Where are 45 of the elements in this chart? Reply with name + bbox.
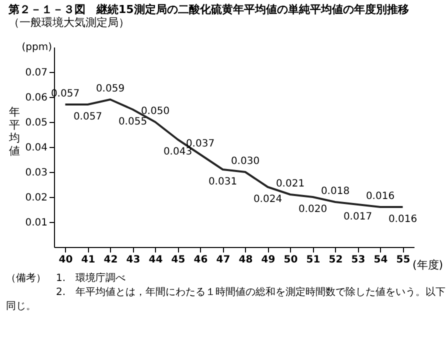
x-tick-label: 48 xyxy=(238,254,253,266)
x-tick-label: 46 xyxy=(194,254,208,266)
data-label: 0.016 xyxy=(366,191,395,202)
x-tick-label: 52 xyxy=(328,254,343,266)
data-label: 0.017 xyxy=(343,212,372,222)
y-tick-label: 0.01 xyxy=(25,218,48,228)
x-tick-label: 45 xyxy=(171,254,186,266)
data-label: 0.055 xyxy=(118,116,148,128)
y-axis-title: 年平均値 xyxy=(8,106,20,158)
x-tick-label: 44 xyxy=(148,254,163,266)
data-label: 0.057 xyxy=(73,112,102,122)
data-label: 0.031 xyxy=(208,176,238,188)
chart-subtitle: （一般環境大気測定局） xyxy=(8,16,130,29)
text: (ppm) xyxy=(22,42,52,53)
x-tick-label: 43 xyxy=(126,254,140,266)
data-label: 0.024 xyxy=(253,194,282,205)
x-tick-label: 55 xyxy=(396,254,410,266)
data-label: 0.059 xyxy=(96,84,125,94)
y-tick-label: 0.07 xyxy=(25,68,48,78)
x-tick-label: 47 xyxy=(216,254,230,266)
y-tick-label: 0.05 xyxy=(25,118,48,128)
x-tick-label: 40 xyxy=(58,254,73,266)
data-label: 0.018 xyxy=(320,186,350,197)
data-label: 0.016 xyxy=(388,214,418,225)
data-label: 0.050 xyxy=(140,106,170,117)
data-label: 0.020 xyxy=(298,204,328,215)
y-tick-label: 0.04 xyxy=(25,142,48,154)
data-label: 0.037 xyxy=(186,138,215,150)
x-axis-title: (年度) xyxy=(412,258,444,272)
data-label: 0.043 xyxy=(163,146,192,158)
x-tick-label: 51 xyxy=(306,254,320,266)
x-tick-label: 50 xyxy=(284,254,298,266)
y-tick-label: 0.03 xyxy=(25,168,48,178)
x-tick-label: 53 xyxy=(351,254,366,266)
data-label: 0.021 xyxy=(276,178,305,190)
y-tick-label: 0.06 xyxy=(25,92,48,104)
data-label: 0.030 xyxy=(230,156,260,167)
text: （備考） 1. 環境庁調べ xyxy=(6,272,127,286)
y-tick-label: 0.02 xyxy=(25,192,48,204)
x-tick-label: 41 xyxy=(81,254,96,266)
x-tick-label: 54 xyxy=(374,254,388,266)
x-tick-label: 49 xyxy=(261,254,276,266)
text: 2. 年平均値とは，年間にわたる１時間値の総和を測定時間数で除した値をいう。以下同じ。 xyxy=(6,287,446,312)
x-tick-label: 42 xyxy=(104,254,118,266)
chart-title: 第２－１－３図 継続15測定局の二酸化硫黄年平均値の単純平均値の年度別推移 xyxy=(8,3,409,16)
